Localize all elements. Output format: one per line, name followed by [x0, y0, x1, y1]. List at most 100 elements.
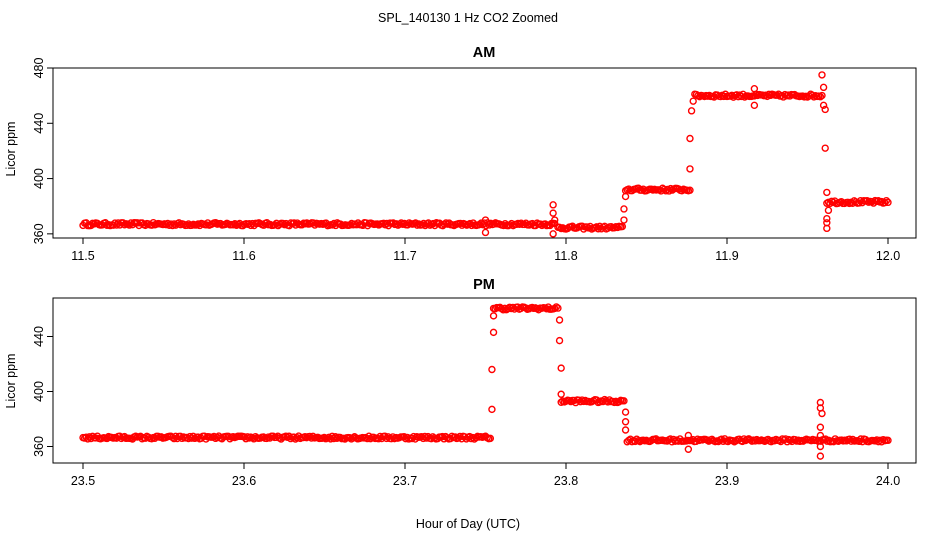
outlier-point [816, 442, 825, 451]
panel-pm-ylabel: Licor ppm [4, 354, 18, 409]
data-point [536, 220, 545, 228]
data-point [466, 219, 474, 228]
data-point [119, 219, 127, 227]
y-tick-label: 480 [32, 58, 46, 79]
data-point [175, 219, 183, 227]
figure-title: SPL_140130 1 Hz CO2 Zoomed [378, 11, 558, 25]
data-point [599, 397, 607, 406]
outlier-point [816, 452, 825, 460]
data-point [618, 222, 627, 231]
data-point [884, 436, 892, 445]
outlier-point [686, 134, 694, 143]
outlier-point [819, 101, 828, 110]
data-point [557, 398, 565, 406]
x-tick-label: 11.6 [232, 249, 255, 263]
outlier-point [819, 83, 828, 92]
data-point [271, 221, 279, 229]
outlier-point [823, 224, 831, 233]
outlier-point [481, 216, 490, 224]
x-tick-label: 11.7 [393, 249, 416, 263]
outlier-point [750, 101, 759, 110]
panel-pm-frame [52, 297, 917, 464]
data-point [418, 221, 426, 229]
data-point [212, 219, 220, 227]
outlier-point [821, 105, 829, 114]
data-point [486, 434, 495, 443]
x-tick-label: 23.7 [393, 474, 417, 488]
outlier-point [621, 408, 630, 416]
y-tick-label: 400 [32, 168, 46, 189]
y-tick-label: 400 [32, 381, 46, 402]
outlier-point [488, 405, 496, 414]
panel-pm-points [79, 303, 892, 460]
panel-pm: PM Licor ppm 23.5 23.6 23.7 23.8 23.9 24.0 360… [4, 277, 917, 488]
outlier-point [687, 107, 696, 115]
data-point [231, 220, 239, 228]
y-tick-label: 360 [32, 436, 46, 457]
data-point [881, 198, 889, 207]
data-point [210, 432, 218, 441]
data-point [554, 304, 562, 312]
panel-am-ticks: 11.5 11.6 11.7 11.8 11.9 12.0 360 400 440 480 [32, 58, 900, 263]
panel-am-ylabel: Licor ppm [4, 122, 18, 177]
panel-am: AM Licor ppm 11.5 11.6 11.7 11.8 11.9 12.0 360… [4, 45, 917, 263]
data-point [451, 433, 459, 441]
outlier-point [557, 364, 565, 372]
data-point [269, 432, 277, 440]
outlier-point [549, 230, 557, 238]
data-point [413, 221, 421, 229]
y-tick-label: 360 [32, 223, 46, 244]
panel-am-frame [52, 67, 917, 239]
x-tick-label: 23.9 [715, 474, 739, 488]
data-point [882, 196, 891, 205]
outlier-point [620, 205, 628, 213]
panel-am-points [79, 71, 892, 238]
x-tick-label: 23.8 [554, 474, 578, 488]
data-point [509, 303, 517, 312]
outlier-point [823, 214, 831, 223]
x-tick-label: 24.0 [876, 474, 900, 488]
x-tick-label: 23.6 [232, 474, 256, 488]
outlier-point [684, 431, 693, 440]
outlier-point [620, 216, 628, 224]
y-tick-label: 440 [32, 113, 46, 134]
outlier-point [823, 188, 831, 197]
data-point [485, 221, 493, 229]
outlier-point [557, 390, 565, 398]
x-tick-label: 11.5 [71, 249, 94, 263]
outlier-point [481, 228, 490, 237]
outlier-point [555, 316, 564, 324]
outlier-point [621, 192, 630, 201]
data-point [551, 304, 559, 313]
data-point [884, 198, 892, 207]
x-tick-label: 11.8 [554, 249, 577, 263]
data-point [686, 186, 694, 194]
outlier-point [621, 418, 630, 426]
x-tick-label: 23.5 [71, 474, 95, 488]
outlier-point [551, 216, 559, 224]
outlier-point [824, 206, 833, 215]
outlier-point [816, 431, 825, 440]
data-point [863, 196, 871, 205]
outlier-point [686, 165, 694, 173]
outlier-point [684, 445, 693, 453]
data-point [499, 306, 507, 314]
data-point [331, 433, 340, 441]
data-point [567, 397, 575, 406]
outlier-point [621, 426, 630, 434]
y-tick-label: 440 [32, 326, 46, 347]
data-point [825, 436, 833, 445]
data-point [382, 434, 391, 443]
outlier-point [555, 336, 564, 345]
outlier-point [818, 409, 826, 418]
data-point [552, 303, 561, 311]
data-point [620, 397, 628, 405]
outlier-point [816, 423, 825, 431]
panel-pm-title: PM [473, 277, 495, 293]
x-axis-label: Hour of Day (UTC) [416, 517, 520, 531]
outlier-point [818, 71, 826, 79]
data-point [818, 91, 826, 100]
data-point [615, 398, 623, 406]
data-point [456, 219, 465, 228]
